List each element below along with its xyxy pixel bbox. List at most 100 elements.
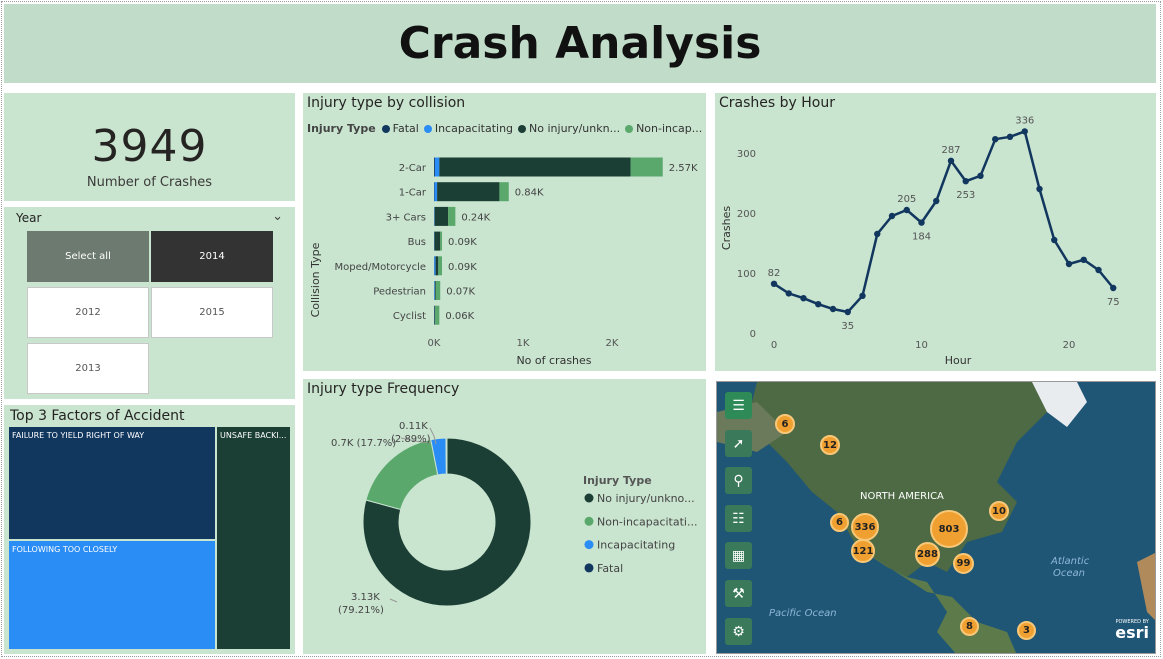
bar-segment[interactable] [434,182,438,202]
tools-icon[interactable]: ⚒ [725,580,752,607]
data-point[interactable] [770,280,778,287]
donut-legend-label[interactable]: No injury/unkno... [597,492,695,505]
bar-segment[interactable] [438,256,443,276]
data-point[interactable] [933,197,940,205]
map-cluster[interactable]: 99 [953,553,974,574]
category-label: Bus [408,237,426,248]
frequency-chart-panel: Injury type Frequency 0.11K (2.89%) 0.7K… [303,379,706,654]
legend-item-fatal[interactable]: Fatal [381,122,419,135]
settings-icon[interactable]: ⚙ [725,618,752,645]
data-label: 35 [841,321,854,332]
legend-item-non-incap[interactable]: Non-incap... [625,122,702,135]
map-cluster[interactable]: 121 [851,539,875,563]
data-point[interactable] [1080,256,1087,263]
bar-segment[interactable] [435,305,440,325]
bar-segment[interactable] [434,157,440,177]
bar-segment[interactable] [434,281,436,300]
donut-slice[interactable] [365,438,439,511]
map-cluster[interactable]: 12 [820,435,840,455]
category-label: Moped/Motorcycle [335,262,426,273]
data-point[interactable] [992,136,999,143]
data-label: 184 [912,232,931,243]
data-point[interactable] [815,301,822,308]
slicer-option-2012[interactable]: 2012 [27,287,149,338]
data-point[interactable] [1095,266,1102,274]
slicer-option-2014[interactable]: 2014 [151,231,273,282]
map-cluster[interactable]: 3 [1017,621,1036,640]
chevron-down-icon[interactable]: ⌄ [272,209,283,224]
bar-segment[interactable] [435,281,441,300]
menu-icon[interactable]: ☰ [725,392,752,419]
donut-slice[interactable] [445,437,448,475]
bar-segment[interactable] [434,305,436,325]
basemap-icon[interactable]: ▦ [725,542,752,569]
data-point[interactable] [903,206,910,214]
y-tick-label: 0 [750,329,756,340]
data-label: 253 [956,190,975,201]
data-point[interactable] [1006,133,1014,140]
data-point[interactable] [800,295,807,302]
legend-icon[interactable]: ☷ [725,505,752,532]
donut-slice[interactable] [362,437,532,607]
bar-segment[interactable] [434,231,441,251]
data-label-noinjury-value: 3.13K [351,592,380,603]
bar-segment[interactable] [440,231,443,251]
data-point[interactable] [1021,128,1028,135]
map-cluster[interactable]: 6 [775,414,795,434]
donut-legend-label[interactable]: Fatal [597,562,623,575]
bar-segment[interactable] [439,157,631,177]
slicer-option-select-all[interactable]: Select all [27,231,149,282]
data-point[interactable] [829,305,837,313]
kpi-label: Number of Crashes [86,175,213,190]
data-point[interactable] [1051,236,1058,244]
x-tick-label: 1K [517,338,530,349]
data-point[interactable] [947,157,955,164]
crashes-by-hour-line-chart: Crashes Hour 0 100 200 300 0 10 20 82 35 205 184 2… [720,115,1120,367]
bar-total-label: 0.06K [445,311,474,322]
select-icon[interactable]: ➚ [725,430,752,457]
data-point[interactable] [962,178,969,185]
slicer-option-2015[interactable]: 2015 [151,287,273,338]
x-axis-title: No of crashes [516,354,591,367]
bar-segment[interactable] [434,157,435,177]
legend-item-incapacitating[interactable]: Incapacitating [423,122,513,135]
data-point[interactable] [1065,260,1073,268]
treemap-tile-following-too-closely[interactable]: FOLLOWING TOO CLOSELY [9,541,215,649]
bar-segment[interactable] [434,256,436,276]
map-cluster[interactable]: 288 [915,542,940,567]
data-point[interactable] [918,219,925,226]
esri-map[interactable]: ☰ ➚ ⚲ ☷ ▦ ⚒ ⚙ NORTH AMERICA Pacific Ocea… [716,381,1156,654]
bar-segment[interactable] [630,157,663,177]
data-point[interactable] [1036,185,1043,193]
treemap-tile-unsafe-backing[interactable]: UNSAFE BACKI... [217,427,290,649]
bar-segment[interactable] [499,182,509,202]
data-point[interactable] [888,212,896,220]
slicer-option-2013[interactable]: 2013 [27,343,149,394]
data-point[interactable] [785,290,792,297]
bar-segment[interactable] [435,256,439,276]
data-point[interactable] [859,292,866,299]
map-cluster[interactable]: 803 [930,510,968,548]
x-tick-label: 2K [606,338,619,349]
data-point[interactable] [874,230,881,238]
bar-segment[interactable] [434,206,449,226]
map-cluster[interactable]: 6 [830,513,849,532]
treemap-tile-failure-to-yield[interactable]: FAILURE TO YIELD RIGHT OF WAY [9,427,215,539]
bar-segment[interactable] [434,281,435,300]
category-label: Cyclist [393,311,426,322]
data-label: 287 [941,145,960,156]
data-point[interactable] [1110,284,1117,292]
legend-dot [584,493,594,503]
bar-segment[interactable] [448,206,456,226]
map-cluster[interactable]: 8 [960,617,979,636]
data-point[interactable] [977,172,984,179]
bar-segment[interactable] [437,182,500,202]
donut-legend-label[interactable]: Non-incapacitati... [597,515,697,528]
map-cluster[interactable]: 336 [851,513,879,541]
map-cluster[interactable]: 10 [989,501,1009,521]
esri-logo-text: esri [1115,623,1149,642]
search-icon[interactable]: ⚲ [725,467,752,494]
legend-item-no-injury[interactable]: No injury/unkn... [518,122,620,135]
data-point[interactable] [844,308,851,316]
donut-legend-label[interactable]: Incapacitating [597,539,675,552]
